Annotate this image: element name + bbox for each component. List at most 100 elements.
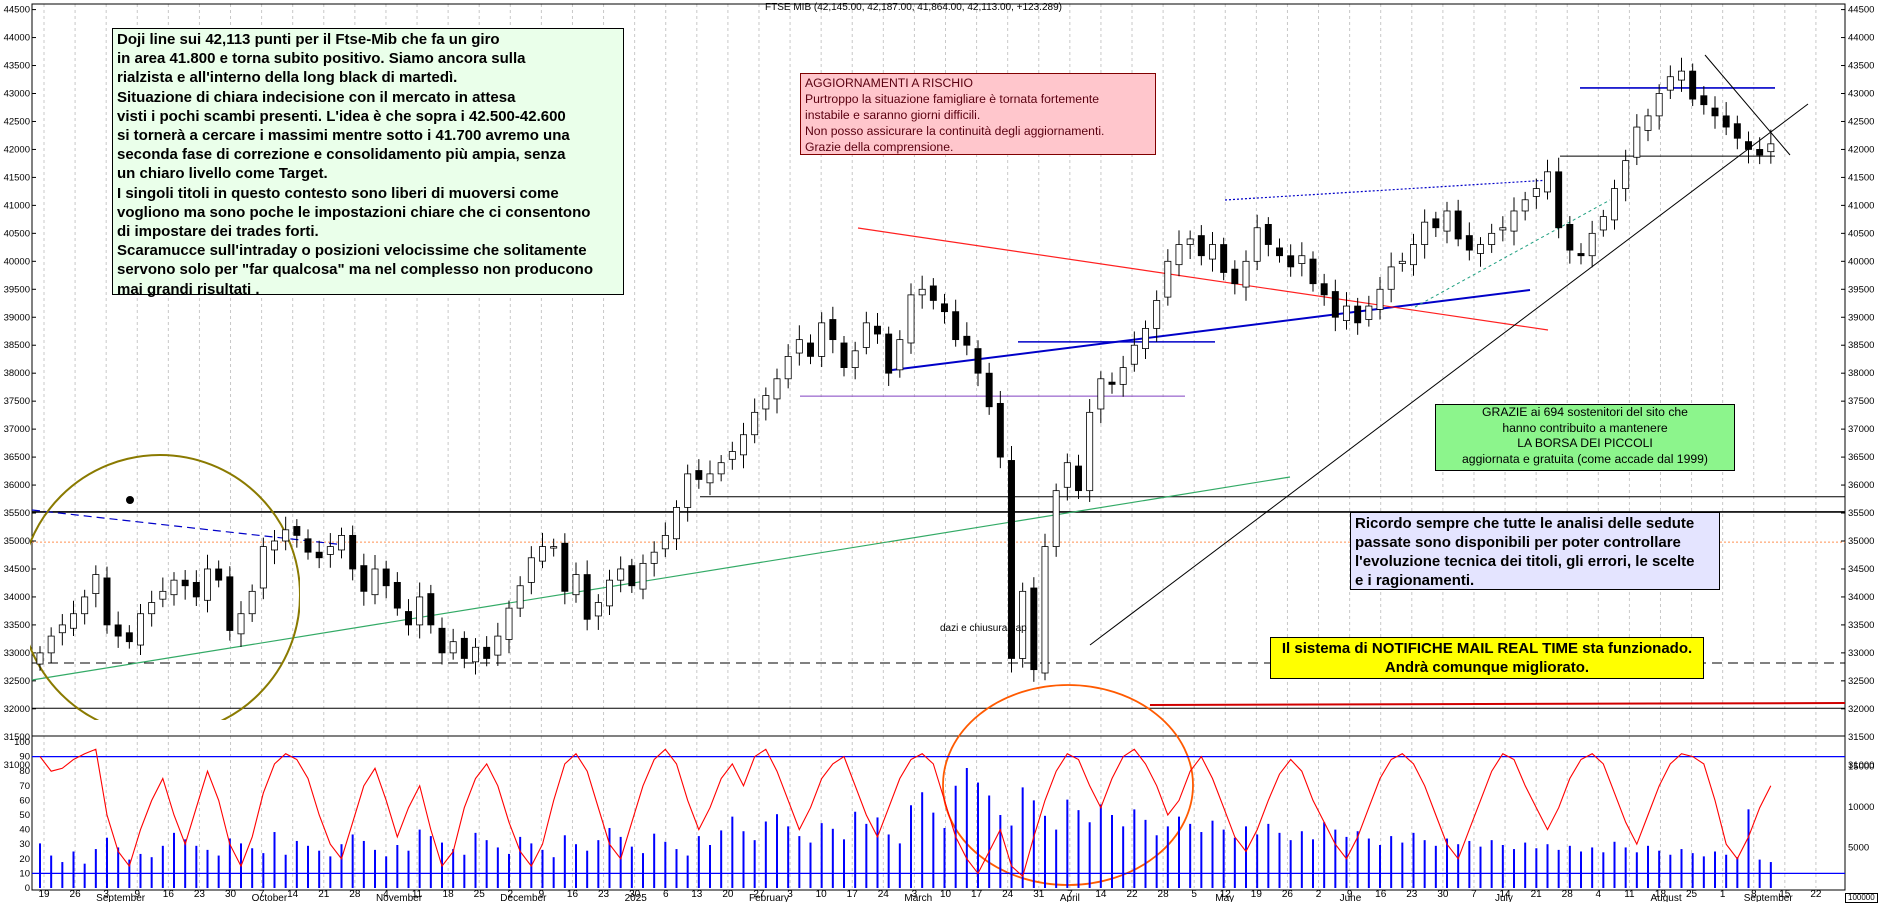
candle-body — [1599, 216, 1607, 231]
candle-body — [438, 627, 446, 654]
analysis-note-line: l'evoluzione tecnica dei titoli, gli err… — [1355, 553, 1695, 570]
candle-body — [371, 568, 379, 596]
price-tick-label-left: 33000 — [4, 648, 30, 659]
volume-tick-label: 15000 — [1848, 761, 1874, 772]
price-tick-label-left: 43000 — [4, 89, 30, 100]
analysis-note-line: e i ragionamenti. — [1355, 572, 1475, 589]
x-tick-label: 7 — [259, 889, 265, 900]
volume-tick-label: 5000 — [1848, 842, 1869, 853]
candle-body — [516, 585, 524, 609]
candle-body — [862, 322, 870, 348]
candle-body — [673, 507, 680, 540]
candle-body — [1287, 255, 1295, 268]
candle-body — [1186, 238, 1194, 245]
price-tick-label-right: 31000 — [1848, 760, 1874, 771]
candle-body — [550, 546, 558, 549]
x-tick-label: 1 — [1720, 889, 1726, 900]
candle-body — [1041, 546, 1049, 674]
candle-body — [1209, 244, 1216, 260]
candle-body — [1678, 70, 1685, 81]
candle-body — [181, 579, 189, 587]
x-tick-label: 28 — [1562, 889, 1574, 900]
lower-tick-label-left: 20 — [19, 854, 30, 865]
x-tick-label: 24 — [878, 889, 890, 900]
price-tick-label-right: 39000 — [1848, 312, 1874, 323]
x-tick-label: 2 — [508, 889, 514, 900]
main-note-line: vogliono ma sono poche le impostazioni c… — [117, 203, 591, 221]
candle-body — [1689, 70, 1697, 100]
candle-body — [1220, 244, 1228, 273]
x-tick-label: 17 — [847, 889, 859, 900]
candle-body — [874, 325, 881, 335]
candle-body — [728, 451, 736, 460]
x-tick-label: 16 — [163, 889, 175, 900]
candle-body — [572, 574, 580, 596]
candle-body — [1756, 149, 1764, 156]
candle-body — [929, 285, 937, 301]
x-tick-label: 26 — [70, 889, 82, 900]
price-tick-label-right: 35500 — [1848, 508, 1874, 519]
candle-body — [1767, 143, 1775, 153]
x-tick-label: 10 — [940, 889, 952, 900]
candle-body — [628, 565, 636, 587]
candle-body — [1577, 253, 1585, 257]
lower-tick-label-left: 30 — [19, 839, 30, 850]
candle-body — [617, 568, 625, 581]
candle-body — [1588, 232, 1596, 257]
candle-body — [70, 613, 77, 629]
x-tick-label: 18 — [443, 889, 455, 900]
candle-body — [907, 294, 915, 344]
candle-body — [695, 470, 703, 480]
candle-body — [1432, 218, 1440, 229]
x-tick-label: 7 — [1067, 889, 1073, 900]
month-label: September — [96, 893, 146, 902]
lower-tick-label-left: 50 — [19, 810, 30, 821]
candle-body — [114, 624, 122, 637]
candle-body — [706, 473, 714, 484]
candle-body — [583, 574, 591, 620]
candle-body — [393, 581, 401, 609]
x-tick-label: 25 — [1686, 889, 1698, 900]
x-tick-label: 26 — [1282, 889, 1294, 900]
x-tick-label: 8 — [1751, 889, 1757, 900]
candle-body — [840, 342, 848, 368]
black-downtrend-line — [1704, 54, 1791, 156]
candle-body — [1410, 244, 1417, 266]
price-tick-label-left: 41500 — [4, 172, 30, 183]
x-tick-label: 10 — [816, 889, 828, 900]
x-tick-label: 21 — [318, 889, 330, 900]
candle-body — [1722, 115, 1730, 128]
candle-body — [684, 473, 692, 508]
main-note-line: I singoli titoli in questo contesto sono… — [117, 184, 559, 202]
risk-note-line: AGGIORNAMENTI A RISCHIO — [805, 76, 973, 90]
candle-body — [259, 546, 267, 589]
blue-dashed-trendline — [31, 509, 346, 546]
candle-body — [271, 540, 278, 551]
month-label: 2025 — [625, 893, 648, 902]
candle-body — [539, 546, 546, 562]
x-tick-label: 30 — [1437, 889, 1449, 900]
candle-body — [1153, 300, 1161, 329]
candle-body — [1376, 288, 1384, 310]
price-tick-label-right: 41500 — [1848, 172, 1874, 183]
x-tick-label: 3 — [787, 889, 793, 900]
main-note-line: Scaramucce sull'intraday o posizioni vel… — [117, 242, 587, 260]
candle-body — [773, 378, 781, 400]
x-tick-label: 27 — [753, 889, 765, 900]
candle-body — [594, 602, 602, 617]
candlestick-series — [36, 57, 1775, 682]
candle-body — [1108, 381, 1116, 385]
candle-body — [125, 632, 133, 643]
x-tick-label: 20 — [722, 889, 734, 900]
candle-body — [226, 576, 234, 631]
month-label: October — [252, 893, 288, 902]
lower-tick-label-left: 10 — [19, 868, 30, 879]
x-tick-label: 18 — [1655, 889, 1667, 900]
x-tick-label: 3 — [103, 889, 109, 900]
lower-tick-label-left: 40 — [19, 825, 30, 836]
black-uptrend-line — [1089, 103, 1809, 646]
candle-body — [192, 581, 200, 598]
x-tick-label: 9 — [539, 889, 545, 900]
lower-tick-label-left: 31500 — [4, 732, 30, 743]
x-tick-label: 6 — [663, 889, 669, 900]
